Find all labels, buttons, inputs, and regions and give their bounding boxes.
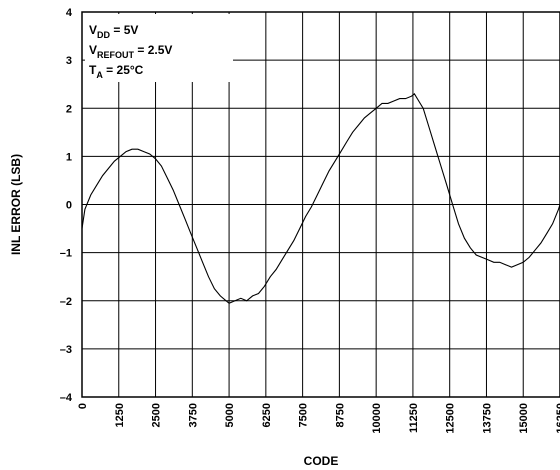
y-tick-label: 3 xyxy=(66,55,72,67)
x-tick-label: 1250 xyxy=(114,403,126,427)
y-tick-label: –4 xyxy=(60,392,73,404)
x-tick-label: 13750 xyxy=(481,403,493,434)
inl-series-line xyxy=(81,92,560,304)
conditions-box xyxy=(85,14,233,82)
x-tick-label: 7500 xyxy=(298,403,310,427)
x-tick-label: 5000 xyxy=(224,403,236,427)
y-axis-ticks: 4 3 2 1 0 –1 –2 –3 –4 xyxy=(60,7,73,404)
test-conditions: VDD = 5V VREFOUT = 2.5V TA = 25°C xyxy=(89,23,172,80)
x-tick-label: 12500 xyxy=(445,403,457,434)
x-tick-label: 10000 xyxy=(371,403,383,434)
x-tick-label: 2500 xyxy=(151,403,163,427)
y-tick-label: 4 xyxy=(66,7,73,19)
condition-line: VREFOUT = 2.5V xyxy=(89,43,172,60)
y-tick-label: 2 xyxy=(66,103,72,115)
plot-frame xyxy=(81,11,560,398)
y-tick-label: –2 xyxy=(60,296,72,308)
y-tick-label: –1 xyxy=(60,248,72,260)
x-tick-label: 8750 xyxy=(334,403,346,427)
x-tick-label: 16250 xyxy=(555,403,560,434)
x-tick-label: 6250 xyxy=(261,403,273,427)
condition-line: TA = 25°C xyxy=(89,63,144,80)
y-tick-label: 0 xyxy=(66,200,72,212)
x-tick-label: 11250 xyxy=(408,403,420,433)
condition-line: VDD = 5V xyxy=(89,23,138,40)
y-axis-label: INL ERROR (LSB) xyxy=(9,154,23,255)
x-axis-ticks: 0 1250 2500 3750 5000 6250 7500 8750 10000 11250 1… xyxy=(77,403,560,434)
x-tick-label: 3750 xyxy=(187,403,199,427)
x-tick-label: 0 xyxy=(77,403,89,409)
x-tick-label: 15000 xyxy=(518,403,530,434)
y-tick-label: 1 xyxy=(66,151,72,163)
x-axis-label: CODE xyxy=(304,454,339,468)
y-tick-label: –3 xyxy=(60,344,72,356)
